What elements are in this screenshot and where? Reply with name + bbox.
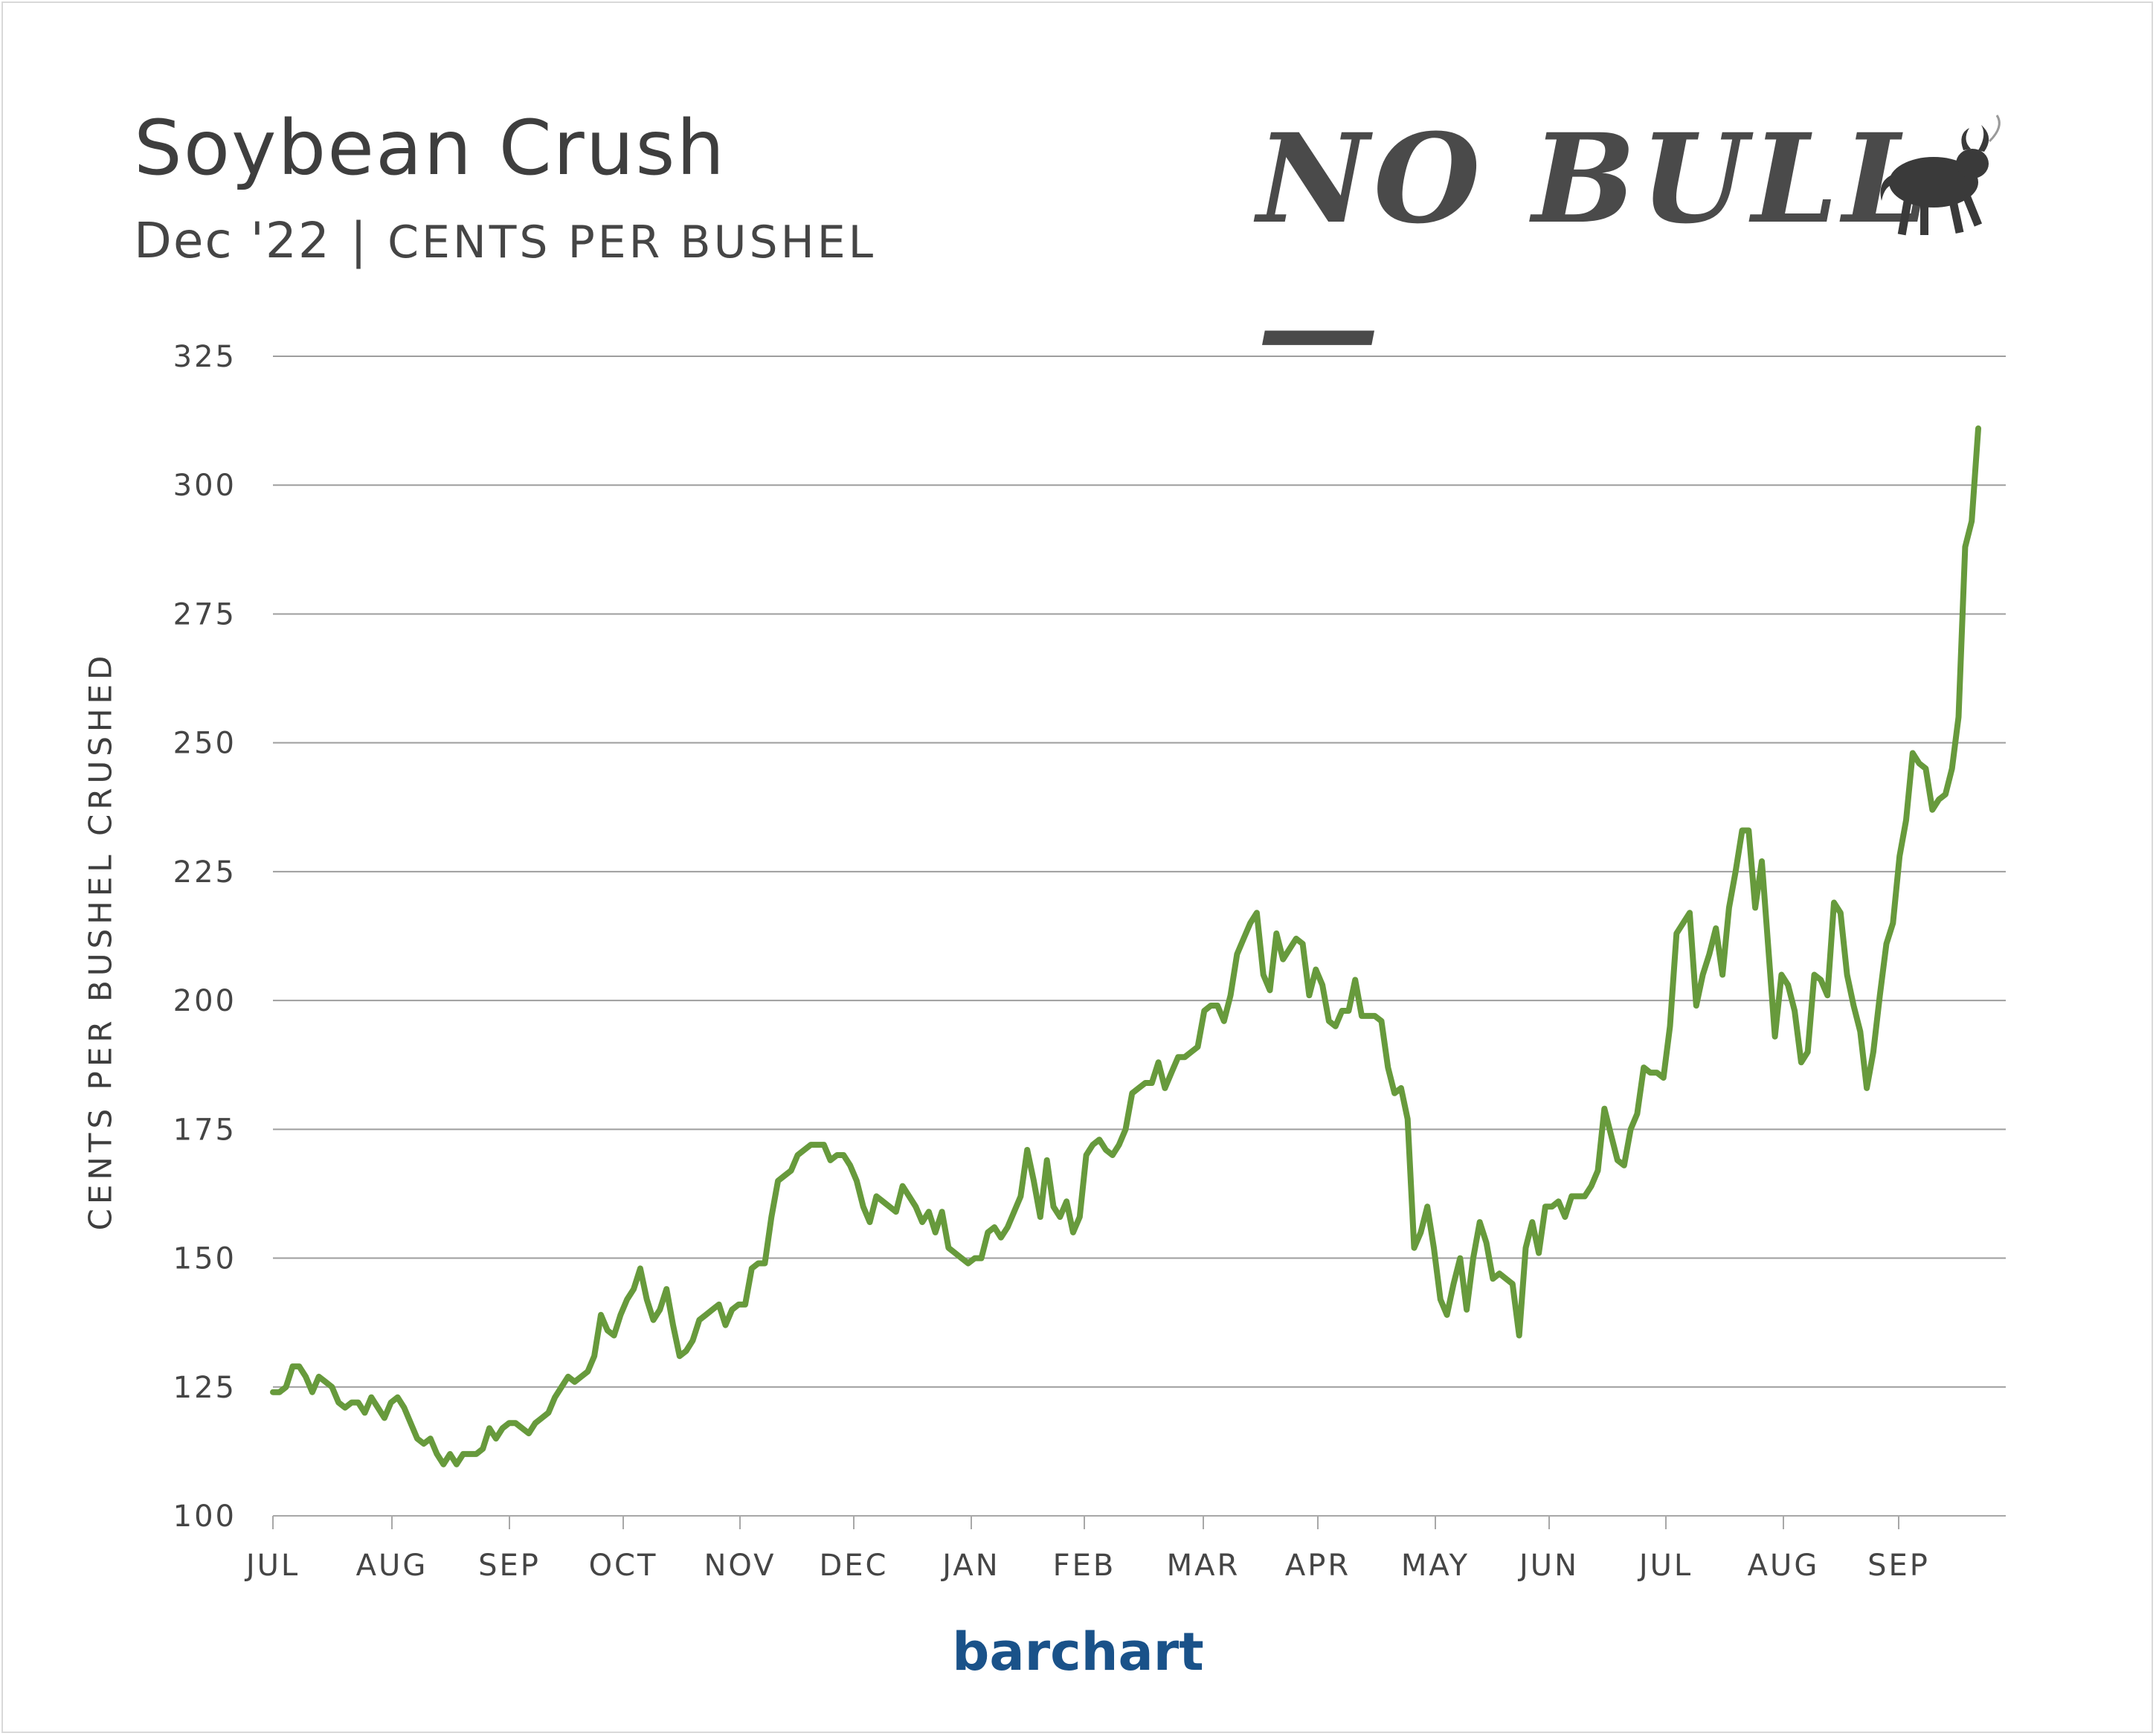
- y-tick-label: 200: [173, 984, 236, 1018]
- unit-label: CENTS PER BUSHEL: [387, 216, 877, 269]
- x-tick-label: SEP: [478, 1549, 541, 1583]
- no-bull-logo: NO BULL—: [1257, 104, 2015, 399]
- y-tick-label: 325: [173, 340, 236, 374]
- x-tick-label: JUL: [244, 1549, 300, 1583]
- y-tick-label: 100: [173, 1499, 236, 1534]
- x-tick-label: NOV: [704, 1549, 776, 1583]
- y-tick-label: 300: [173, 469, 236, 503]
- x-tick-label: JAN: [940, 1549, 1000, 1583]
- x-tick-label: SEP: [1867, 1549, 1930, 1583]
- bull-icon: [1880, 115, 2001, 236]
- y-tick-label: 250: [173, 727, 236, 761]
- x-tick-label: FEB: [1053, 1549, 1116, 1583]
- y-tick-label: 150: [173, 1242, 236, 1276]
- chart-subtitle: Dec '22 | CENTS PER BUSHEL: [134, 212, 876, 269]
- x-tick-label: JUL: [1637, 1549, 1693, 1583]
- x-tick-label: OCT: [589, 1549, 658, 1583]
- y-tick-label: 225: [173, 855, 236, 890]
- y-tick-label: 125: [173, 1371, 236, 1405]
- x-tick-label: APR: [1285, 1549, 1351, 1583]
- subtitle-separator: |: [350, 212, 369, 269]
- x-tick-label: MAR: [1167, 1549, 1240, 1583]
- y-tick-label: 275: [173, 597, 236, 631]
- barchart-logo: barchart: [952, 1621, 1204, 1682]
- x-tick-label: AUG: [356, 1549, 428, 1583]
- x-tick-label: AUG: [1748, 1549, 1820, 1583]
- x-tick-label: MAY: [1401, 1549, 1470, 1583]
- y-tick-label: 175: [173, 1113, 236, 1147]
- x-tick-label: DEC: [819, 1549, 888, 1583]
- series-line: [270, 425, 1981, 1467]
- x-tick-label: JUN: [1517, 1549, 1579, 1583]
- contract-label: Dec '22: [134, 212, 331, 269]
- chart-title: Soybean Crush: [134, 104, 727, 193]
- logo-text: NO BULL—: [1257, 106, 1934, 399]
